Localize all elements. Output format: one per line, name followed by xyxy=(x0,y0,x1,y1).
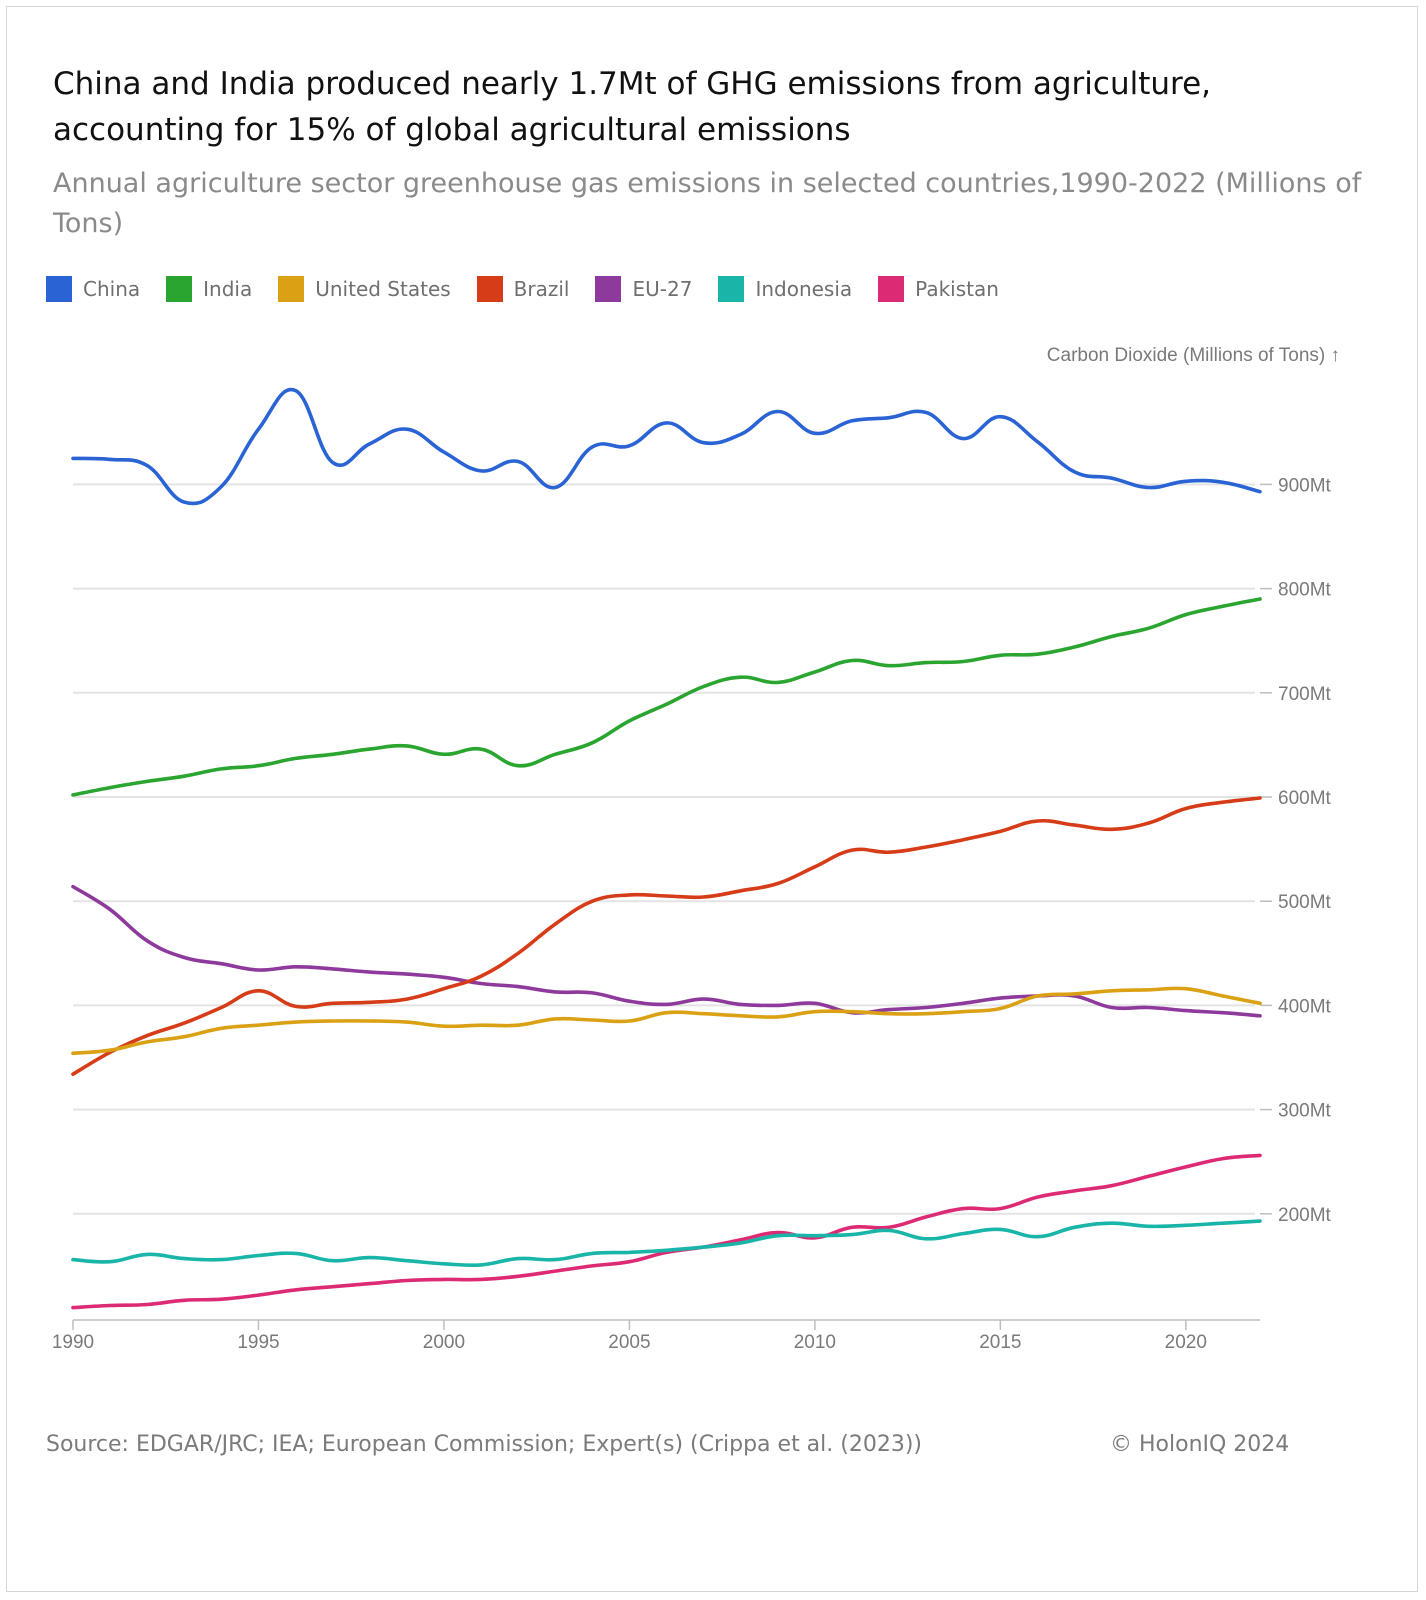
legend-label-eu-27: EU-27 xyxy=(632,277,693,301)
legend-swatch-pakistan xyxy=(878,276,905,302)
legend-swatch-eu-27 xyxy=(595,276,622,302)
chart-subtitle: Annual agriculture sector greenhouse gas… xyxy=(53,168,1362,239)
x-tick-label-2020: 2020 xyxy=(1165,1332,1207,1353)
legend-swatch-indonesia xyxy=(718,276,745,302)
x-tick-label-1995: 1995 xyxy=(237,1332,279,1353)
series-line-eu-27 xyxy=(71,884,1262,1018)
legend-label-indonesia: Indonesia xyxy=(755,277,853,301)
legend-item-eu-27: EU-27 xyxy=(595,276,692,302)
series-line-china xyxy=(71,387,1262,506)
y-tick-label-400: 400Mt xyxy=(1278,996,1332,1017)
x-tick-label-2015: 2015 xyxy=(979,1332,1021,1353)
y-axis-title: Carbon Dioxide (Millions of Tons) ↑ xyxy=(1047,345,1340,366)
legend-item-brazil: Brazil xyxy=(476,276,570,302)
legend-label-united-states: United States xyxy=(315,277,451,301)
legend-item-indonesia: Indonesia xyxy=(718,276,852,302)
legend-item-china: China xyxy=(46,276,140,302)
x-tick-label-2005: 2005 xyxy=(608,1332,650,1353)
legend-item-india: India xyxy=(166,276,252,302)
x-tick-label-2000: 2000 xyxy=(423,1332,465,1353)
copyright-note: © HolonIQ 2024 xyxy=(1110,1432,1290,1457)
y-tick-label-700: 700Mt xyxy=(1278,684,1332,705)
y-tick-label-800: 800Mt xyxy=(1278,580,1332,601)
legend-item-pakistan: Pakistan xyxy=(878,276,999,302)
chart-legend: China India United States Brazil EU-27 Indone… xyxy=(46,274,1025,304)
y-tick-label-600: 600Mt xyxy=(1278,788,1332,809)
x-tick-label-1990: 1990 xyxy=(52,1332,94,1353)
legend-label-china: China xyxy=(83,277,141,301)
legend-label-pakistan: Pakistan xyxy=(915,277,999,301)
series-line-indonesia xyxy=(71,1219,1262,1268)
legend-swatch-brazil xyxy=(476,276,503,302)
legend-swatch-india xyxy=(166,276,193,302)
y-tick-label-500: 500Mt xyxy=(1278,892,1332,913)
legend-swatch-united-states xyxy=(278,276,305,302)
series-line-india xyxy=(71,597,1262,797)
legend-item-united-states: United States xyxy=(278,276,451,302)
legend-label-brazil: Brazil xyxy=(513,277,570,301)
chart-card: China and India produced nearly 1.7Mt of… xyxy=(6,6,1418,1592)
y-tick-label-900: 900Mt xyxy=(1278,475,1332,496)
chart-title: China and India produced nearly 1.7Mt of… xyxy=(53,66,1212,148)
legend-label-india: India xyxy=(203,277,253,301)
y-tick-label-200: 200Mt xyxy=(1278,1205,1332,1226)
series-line-brazil xyxy=(71,796,1262,1076)
source-note: Source: EDGAR/JRC; IEA; European Commiss… xyxy=(46,1432,923,1457)
series-line-pakistan xyxy=(71,1153,1262,1310)
y-tick-label-300: 300Mt xyxy=(1278,1101,1332,1122)
series-line-united-states xyxy=(71,986,1262,1056)
legend-swatch-china xyxy=(46,276,72,302)
x-tick-label-2010: 2010 xyxy=(794,1332,836,1353)
